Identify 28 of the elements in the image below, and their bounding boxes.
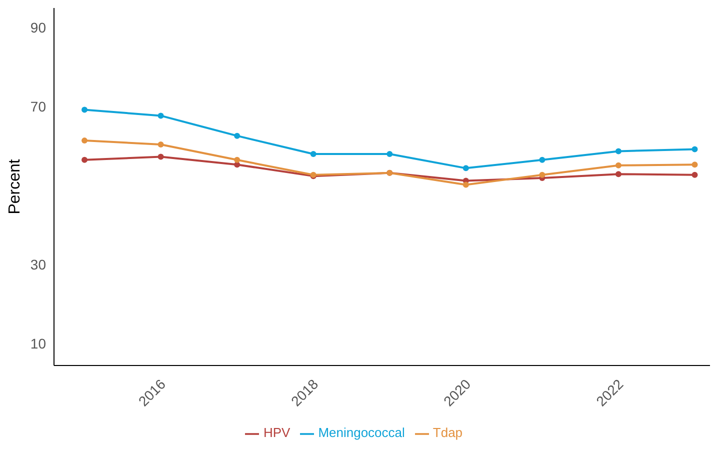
point [539, 172, 546, 178]
point [615, 162, 622, 168]
point [310, 150, 316, 157]
point [462, 165, 469, 172]
legend-label: HPV [263, 425, 290, 440]
y-tick-label: 70 [30, 98, 46, 115]
point [234, 156, 240, 163]
point [462, 182, 469, 188]
point [158, 154, 164, 160]
point [692, 146, 698, 152]
y-axis-title: Percent [6, 158, 24, 214]
point [234, 132, 240, 139]
y-tick-label: 10 [30, 335, 46, 352]
point [386, 150, 393, 157]
point [82, 138, 88, 144]
legend-label: Meningococcal [318, 425, 405, 440]
legend-label: Tdap [432, 425, 463, 440]
point [158, 112, 164, 119]
point [539, 156, 546, 163]
y-tick-label: 90 [30, 20, 46, 36]
point [692, 162, 698, 168]
point [158, 142, 164, 148]
point [692, 172, 698, 178]
point [82, 106, 88, 113]
point [615, 171, 622, 178]
point [82, 156, 88, 163]
y-tick-label: 30 [30, 256, 46, 272]
point [615, 148, 622, 154]
